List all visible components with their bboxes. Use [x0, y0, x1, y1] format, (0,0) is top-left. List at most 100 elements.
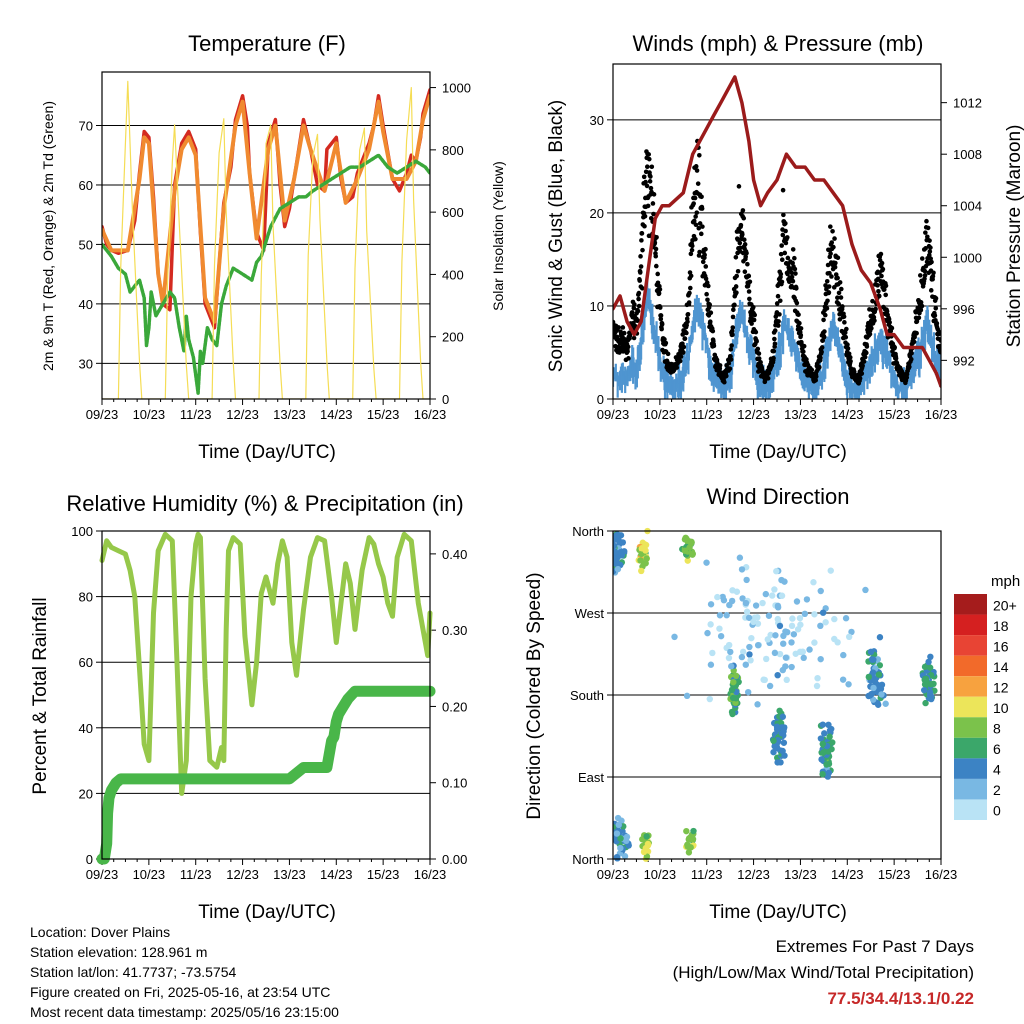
- gust-point: [790, 260, 795, 266]
- gust-point: [697, 152, 702, 158]
- direction-point: [788, 622, 796, 630]
- gust-point: [923, 246, 928, 251]
- gust-point: [703, 276, 709, 282]
- gust-point: [883, 283, 889, 289]
- direction-point: [878, 691, 885, 698]
- gust-point: [749, 321, 754, 326]
- direction-point: [821, 730, 828, 737]
- direction-point: [689, 835, 697, 843]
- direction-point: [817, 735, 825, 742]
- direction-point: [765, 612, 773, 619]
- direction-point: [799, 648, 806, 656]
- station-elevation: Station elevation: 128.961 m: [30, 944, 208, 960]
- gust-point: [813, 374, 819, 379]
- direction-point: [817, 587, 824, 595]
- direction-point: [709, 649, 716, 657]
- gust-point: [689, 243, 695, 249]
- gust-point: [882, 287, 887, 292]
- gust-point: [830, 228, 835, 234]
- gust-point: [776, 323, 781, 328]
- y-tick-label: South: [570, 688, 604, 703]
- gust-point: [684, 322, 689, 328]
- gust-point: [878, 251, 884, 257]
- direction-point: [840, 651, 847, 659]
- gust-point: [824, 306, 830, 311]
- gust-point: [876, 293, 882, 299]
- gust-point: [646, 156, 652, 162]
- gust-point: [695, 181, 701, 186]
- gust-point: [841, 314, 847, 319]
- direction-point: [882, 700, 889, 707]
- direction-point: [922, 699, 929, 707]
- gust-point: [685, 311, 691, 317]
- direction-point: [776, 622, 784, 630]
- direction-point: [811, 639, 818, 646]
- gust-point: [845, 342, 850, 347]
- gust-point: [647, 179, 653, 184]
- gust-point: [914, 330, 919, 336]
- gust-point: [765, 376, 771, 381]
- direction-point: [926, 689, 934, 696]
- direction-point: [747, 657, 754, 664]
- y-tick-label: East: [578, 770, 604, 785]
- gust-point: [789, 274, 795, 280]
- x-tick-label: 11/23: [691, 867, 723, 882]
- gust-point: [876, 288, 881, 294]
- direction-point: [769, 592, 776, 599]
- direction-point: [714, 593, 721, 601]
- temperature-xlabel: Time (Day/UTC): [198, 442, 336, 463]
- gust-point: [826, 290, 832, 295]
- direction-point: [764, 636, 771, 643]
- direction-point: [725, 641, 733, 649]
- humidity-panel: Relative Humidity (%) & Precipitation (i…: [30, 491, 464, 923]
- humidity-title: Relative Humidity (%) & Precipitation (i…: [66, 491, 463, 516]
- gust-point: [916, 315, 922, 321]
- direction-point: [613, 554, 617, 562]
- gust-point: [836, 302, 842, 307]
- direction-point: [778, 592, 786, 599]
- legend-swatch: [954, 614, 987, 636]
- direction-point: [773, 568, 780, 575]
- gust-point: [862, 354, 868, 360]
- direction-point: [800, 654, 807, 662]
- direction-point: [763, 655, 770, 663]
- gust-point: [851, 369, 857, 374]
- direction-point: [739, 595, 746, 602]
- gust-point: [880, 266, 886, 272]
- gust-point: [697, 249, 702, 255]
- direction-point: [927, 653, 934, 661]
- temp_9m-line: [102, 93, 430, 324]
- gust-point: [688, 251, 694, 257]
- gust-point: [642, 213, 648, 219]
- gust-point: [793, 271, 798, 276]
- gust-point: [772, 328, 778, 333]
- gust-point: [648, 174, 653, 179]
- x-tick-label: 15/23: [367, 407, 400, 422]
- gust-point: [938, 349, 941, 355]
- gust-point: [621, 330, 627, 336]
- y-tick-label: North: [572, 852, 604, 867]
- legend-label: 16: [993, 638, 1009, 654]
- gust-point: [824, 278, 830, 284]
- winds-ylabel-left: Sonic Wind & Gust (Blue, Black): [546, 100, 567, 372]
- gust-point: [691, 201, 696, 206]
- y-tick-label: 30: [590, 113, 604, 128]
- gust-point: [838, 295, 844, 300]
- y-tick-label: 80: [79, 590, 93, 605]
- y2-tick-label: 1012: [953, 96, 982, 111]
- gust-point: [680, 350, 686, 355]
- gust-point: [797, 320, 802, 326]
- direction-point: [738, 653, 746, 661]
- direction-point: [745, 614, 753, 621]
- temperature-series: [102, 80, 430, 399]
- legend-swatch: [954, 758, 987, 779]
- gust-point: [740, 208, 746, 213]
- gust-point: [707, 302, 713, 307]
- gust-point: [792, 266, 798, 272]
- gust-point: [728, 347, 734, 352]
- direction-point: [746, 651, 753, 658]
- gust-point: [631, 305, 637, 311]
- gust-point: [651, 192, 657, 197]
- gust-point: [702, 252, 707, 258]
- direction-point: [642, 547, 649, 554]
